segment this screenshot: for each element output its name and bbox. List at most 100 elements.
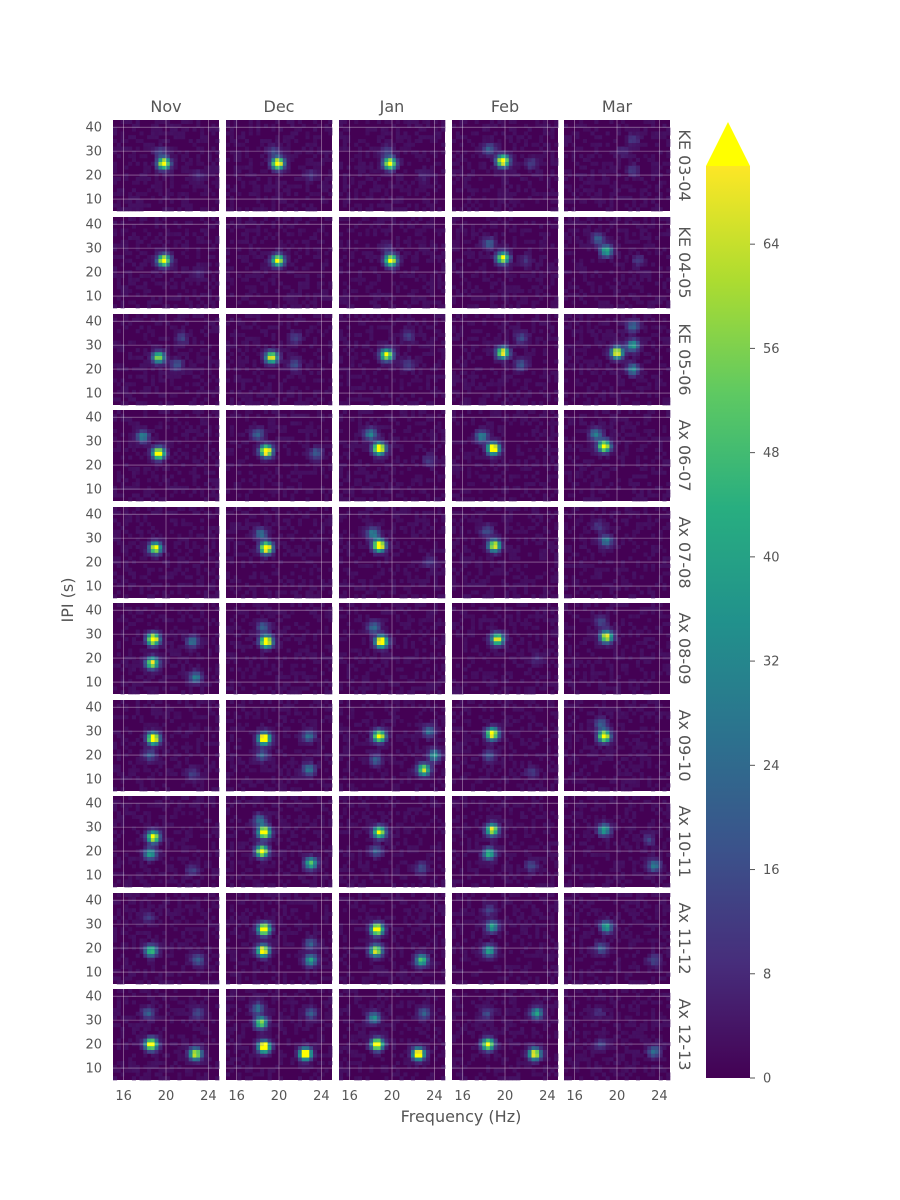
heatmap-cell	[512, 127, 517, 132]
heatmap-cell	[628, 281, 633, 286]
heatmap-cell	[256, 120, 261, 125]
heatmap-cell	[158, 154, 163, 159]
heatmap-cell	[452, 336, 457, 341]
heatmap-cell	[527, 351, 532, 357]
heatmap-cell	[590, 195, 595, 200]
heatmap-cell	[181, 154, 186, 159]
heatmap-cell	[226, 207, 231, 212]
heatmap-cell	[489, 340, 494, 345]
heatmap-cell	[177, 123, 182, 128]
heatmap-cell	[605, 243, 610, 248]
heatmap-cell	[550, 281, 555, 286]
heatmap-cell	[158, 247, 163, 252]
heatmap-cell	[654, 131, 659, 136]
heatmap-cell	[620, 314, 625, 319]
heatmap-cell	[392, 199, 397, 204]
heatmap-cell	[113, 273, 118, 278]
heatmap-cell	[620, 184, 625, 189]
heatmap-cell	[154, 176, 159, 181]
heatmap-cell	[586, 397, 591, 402]
heatmap-cell	[388, 300, 393, 305]
heatmap-cell	[346, 351, 351, 357]
heatmap-cell	[215, 281, 220, 286]
heatmap-cell	[384, 344, 389, 349]
heatmap-cell	[252, 444, 257, 449]
heatmap-cell	[357, 165, 363, 170]
heatmap-cell	[252, 447, 257, 453]
heatmap-cell	[211, 351, 216, 357]
heatmap-cell	[350, 254, 355, 260]
heatmap-cell	[173, 258, 178, 263]
heatmap-cell	[586, 314, 591, 319]
heatmap-cell	[478, 251, 483, 256]
heatmap-cell	[554, 120, 559, 125]
heatmap-cell	[639, 285, 644, 290]
heatmap-cell	[256, 440, 261, 445]
heatmap-cell	[116, 199, 121, 204]
heatmap-cell	[188, 207, 193, 212]
heatmap-cell	[609, 161, 614, 166]
heatmap-cell	[290, 184, 295, 189]
heatmap-cell	[286, 232, 291, 237]
heatmap-cell	[260, 142, 265, 147]
heatmap-cell	[154, 344, 159, 349]
heatmap-cell	[567, 314, 572, 319]
heatmap-cell	[229, 239, 234, 244]
heatmap-cell	[539, 161, 544, 166]
heatmap-cell	[297, 285, 303, 290]
heatmap-cell	[501, 292, 506, 297]
heatmap-cell	[639, 344, 644, 349]
heatmap-cell	[166, 440, 171, 445]
heatmap-cell	[135, 138, 140, 144]
heatmap-cell	[582, 228, 588, 233]
heatmap-cell	[392, 154, 397, 159]
heatmap-cell	[196, 393, 201, 398]
heatmap-cell	[244, 277, 250, 282]
heatmap-cell	[433, 131, 438, 136]
heatmap-cell	[271, 235, 276, 241]
heatmap-cell	[143, 285, 148, 290]
heatmap-cell	[154, 493, 159, 498]
heatmap-cell	[357, 169, 363, 174]
heatmap-cell	[169, 131, 174, 136]
heatmap-cell	[647, 386, 652, 391]
heatmap-cell	[244, 428, 250, 434]
heatmap-cell	[169, 146, 174, 151]
heatmap-cell	[150, 161, 155, 166]
heatmap-cell	[309, 203, 314, 208]
heatmap-cell	[516, 188, 521, 193]
heatmap-cell	[320, 188, 325, 193]
heatmap-cell	[131, 389, 137, 394]
heatmap-cell	[339, 120, 344, 125]
heatmap-cell	[429, 220, 434, 225]
heatmap-cell	[501, 363, 506, 368]
heatmap-cell	[399, 359, 404, 364]
heatmap-cell	[361, 314, 366, 319]
heatmap-cell	[512, 344, 517, 349]
heatmap-cell	[305, 386, 310, 391]
heatmap-cell	[203, 348, 208, 353]
heatmap-cell	[501, 351, 506, 357]
heatmap-cell	[527, 336, 532, 341]
heatmap-cell	[523, 363, 529, 368]
heatmap-cell	[554, 142, 559, 147]
heatmap-cell	[116, 192, 121, 197]
heatmap-cell	[181, 235, 186, 241]
heatmap-cell	[328, 192, 333, 197]
heatmap-cell	[309, 157, 314, 163]
heatmap-cell	[505, 266, 510, 271]
heatmap-cell	[632, 351, 637, 357]
heatmap-cell	[388, 363, 393, 368]
heatmap-cell	[116, 389, 121, 394]
heatmap-cell	[120, 401, 125, 406]
heatmap-cell	[147, 386, 152, 391]
heatmap-cell	[313, 135, 318, 140]
heatmap-cell	[426, 180, 431, 185]
heatmap-cell	[181, 359, 186, 364]
heatmap-cell	[459, 292, 464, 297]
heatmap-cell	[263, 266, 268, 271]
heatmap-cell	[248, 127, 253, 132]
heatmap-cell	[173, 165, 178, 170]
heatmap-cell	[147, 351, 152, 357]
heatmap-cell	[407, 184, 412, 189]
